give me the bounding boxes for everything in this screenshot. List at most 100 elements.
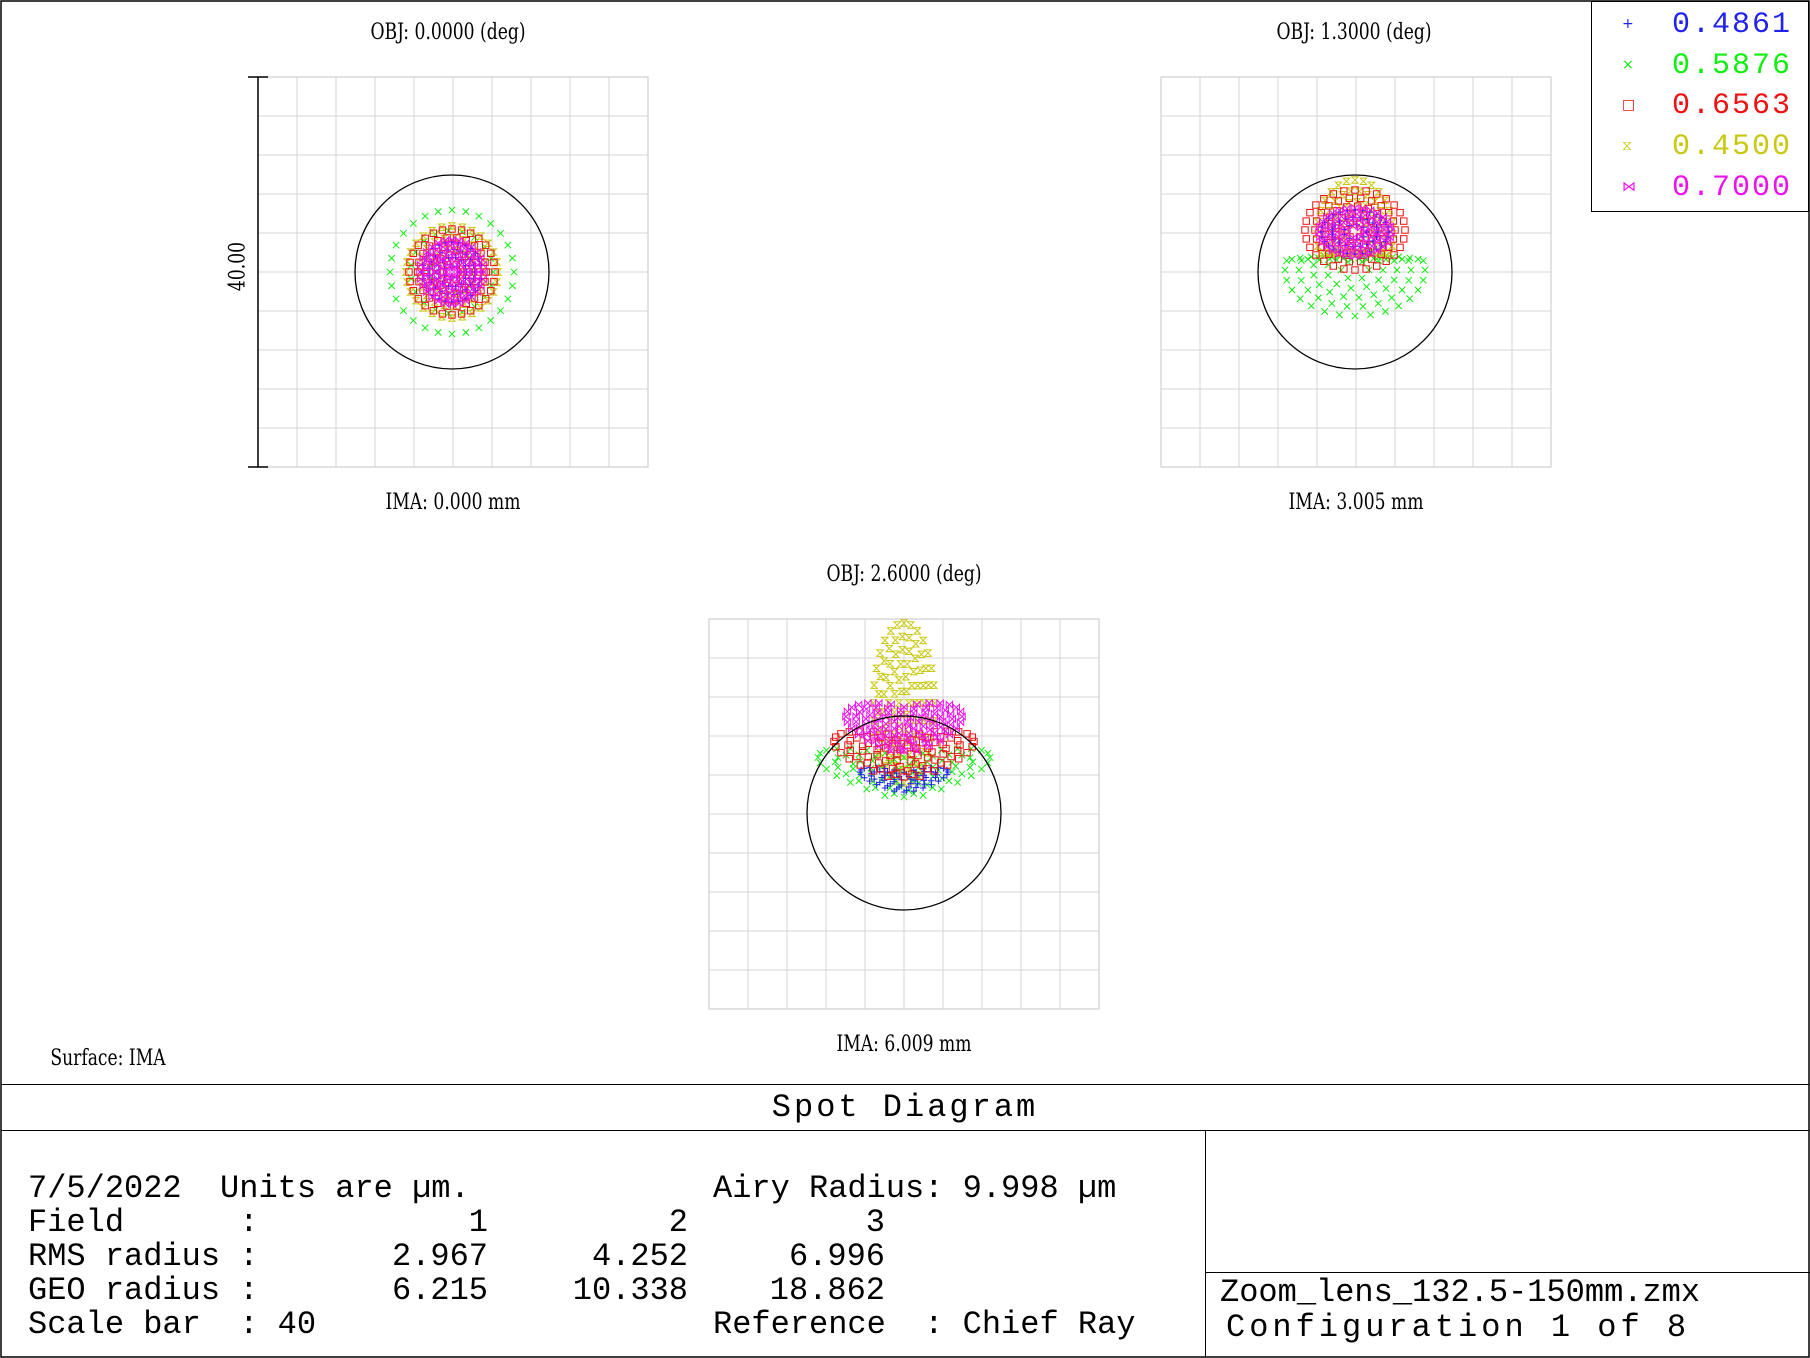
spot-ray (1306, 243, 1314, 252)
spot-ray (862, 729, 871, 739)
spot-ray (967, 772, 975, 780)
spot-ray (875, 741, 883, 751)
spot-ray (1382, 285, 1390, 293)
spot-ray (925, 698, 933, 708)
spot-ray (919, 791, 927, 799)
spot-ray (481, 241, 490, 249)
spot-ray (890, 690, 899, 698)
spot-ray (954, 736, 962, 745)
spot-ray (887, 746, 895, 756)
spot-ray (885, 681, 895, 690)
spot-ray (451, 283, 460, 293)
spot-ray (405, 268, 413, 276)
spot-ray (1381, 307, 1389, 315)
info-divider (1, 1130, 1809, 1131)
spot-ray (504, 295, 512, 303)
spot-ray (1297, 276, 1305, 284)
bowtie-marker-icon: ⋈ (1622, 179, 1636, 195)
spot-ray (1359, 250, 1367, 260)
spot-ray (1314, 294, 1322, 302)
spot-ray (457, 310, 466, 318)
spot-ray (406, 277, 414, 286)
spot-ray (885, 660, 895, 668)
spot-ray (930, 767, 939, 775)
surface-label: Surface: IMA (50, 1046, 166, 1071)
spot-ray (429, 307, 438, 315)
spot-ray (902, 687, 911, 696)
spot-ray (419, 281, 427, 291)
spot-ray (891, 636, 900, 644)
spot-ray (894, 699, 904, 707)
spot-ray (490, 258, 498, 267)
spot-ray (439, 292, 447, 302)
spot-ray (1337, 191, 1347, 199)
spot-ray (1347, 239, 1355, 249)
spot-ray (1316, 206, 1326, 215)
spot-ray (856, 757, 864, 765)
spot-ray (475, 212, 483, 220)
spot-ray (453, 293, 462, 303)
spot-ray (1373, 217, 1382, 227)
ray-spots (386, 206, 518, 338)
spot-ray (874, 708, 882, 718)
spot-ray (880, 772, 888, 779)
spot-ray (927, 664, 936, 672)
spot-ray (473, 274, 482, 284)
spot-ray (1324, 271, 1332, 279)
spot-ray (900, 788, 908, 796)
spot-ray (905, 721, 913, 731)
spot-ray (906, 621, 916, 629)
spot-ray (916, 650, 926, 658)
spot-ray (846, 778, 854, 787)
rms-value-1: 2.967 (391, 1238, 488, 1275)
spot-ray (406, 248, 415, 256)
spot-ray (929, 681, 939, 689)
spot-ray (892, 621, 902, 629)
spot-ray (946, 709, 955, 719)
spot-ray (487, 316, 495, 325)
spot-ray (956, 741, 964, 749)
spot-ray (474, 267, 483, 277)
spot-ray (912, 627, 922, 635)
spot-ray (1355, 293, 1363, 302)
spot-ray (487, 286, 495, 295)
spot-ray (901, 673, 911, 681)
spot-ray (1390, 276, 1398, 284)
legend-item-5: ⋈ 0.7000 (1592, 171, 1809, 211)
spot-ray (445, 262, 454, 272)
spot-ray (1367, 197, 1376, 205)
spot-ray (929, 784, 937, 792)
spot-ray (1302, 217, 1310, 225)
spot-ray (1380, 196, 1390, 205)
spot-ray (421, 324, 429, 332)
spot-ray (954, 745, 962, 753)
spot-ray (894, 676, 904, 684)
spot-ray (448, 235, 456, 245)
spot-ray (848, 723, 856, 733)
spot-ray (388, 282, 396, 290)
spot-ray (861, 774, 868, 781)
spot-ray (879, 657, 889, 665)
spot-ray (1372, 262, 1381, 270)
spot-ray (467, 226, 477, 235)
spot-ray (844, 741, 852, 749)
spot-ray (919, 765, 927, 772)
spot-ray (429, 257, 437, 267)
spot-ray (1360, 227, 1368, 237)
spot-ray (912, 784, 920, 791)
spot-ray (873, 751, 881, 759)
spot-ray (487, 249, 495, 258)
spot-ray (864, 698, 872, 708)
spot-ray (510, 268, 518, 276)
spot-ray (1400, 217, 1408, 225)
spot-ray (970, 737, 978, 746)
legend-item-4: ⧖ 0.4500 (1592, 130, 1809, 170)
spot-ray (1351, 203, 1359, 213)
panel-3-obj-label: OBJ: 2.6000 (deg) (826, 562, 982, 587)
spot-ray (915, 772, 924, 780)
spot-ray (1311, 226, 1319, 234)
spot-ray (1368, 241, 1376, 251)
spot-ray (1349, 214, 1357, 221)
spot-ray (1383, 238, 1392, 247)
spot-ray (909, 668, 918, 676)
